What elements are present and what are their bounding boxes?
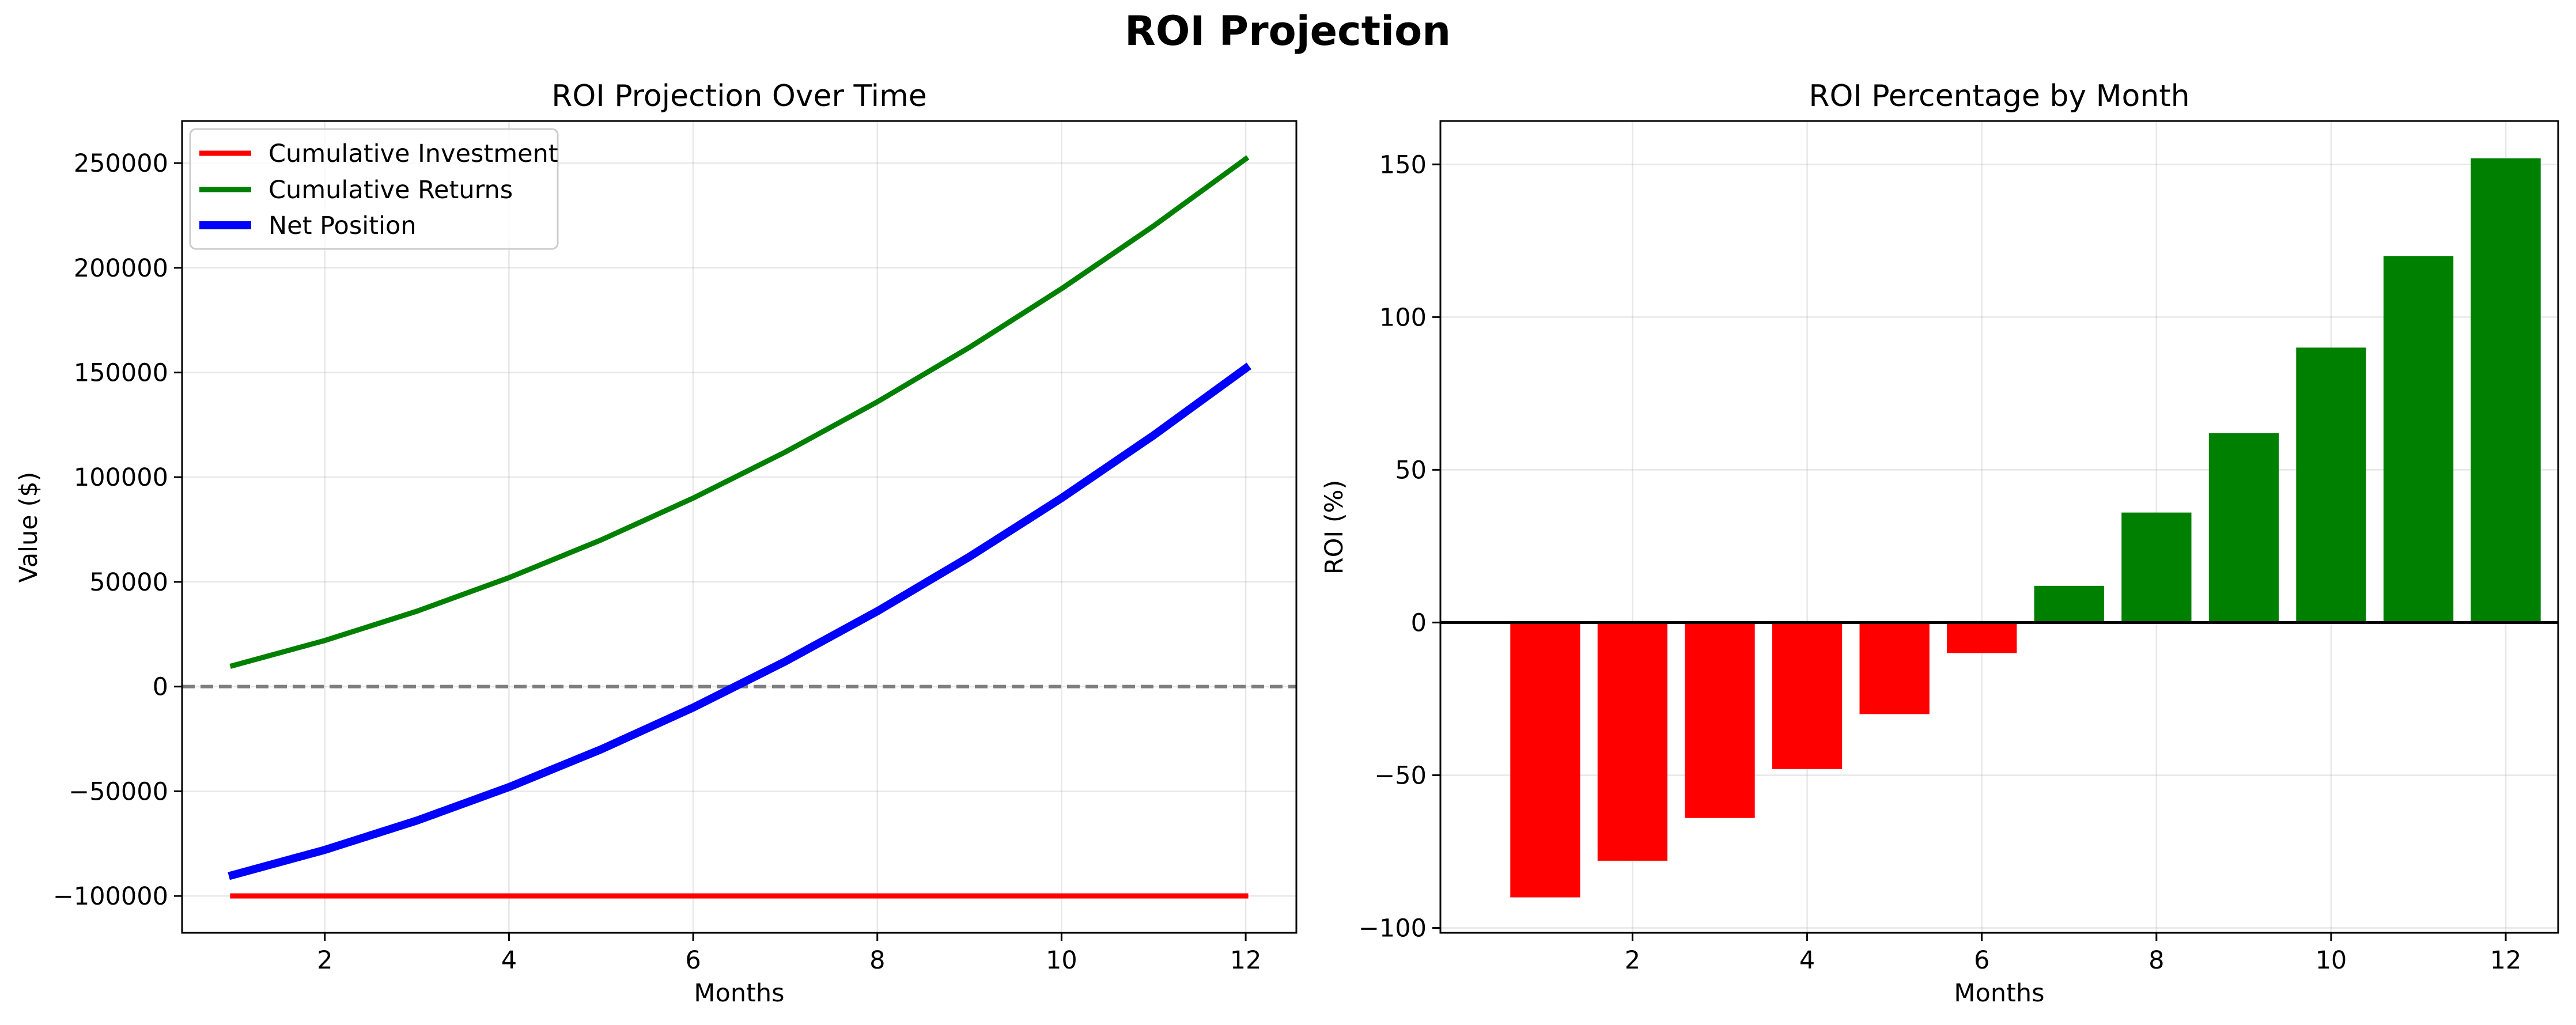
- roi-bar-month-11: [2383, 256, 2454, 623]
- roi-bar-month-8: [2121, 512, 2192, 623]
- bar-chart-ytick-label: −50: [1374, 761, 1427, 790]
- bar-chart-xtick-label: 2: [1625, 946, 1640, 975]
- line-chart-ytick-label: 200000: [74, 254, 168, 283]
- line-chart-ticks: 2 4 6 8 10 12 −100000 −50000 0 50000 100000 150000 2…: [53, 149, 1262, 975]
- line-chart-xtick-label: 10: [1046, 946, 1077, 975]
- roi-bar-month-9: [2208, 433, 2279, 623]
- net-position-line: [228, 362, 1251, 880]
- roi-bar-month-12: [2471, 158, 2541, 623]
- bar-chart-xtick-label: 10: [2316, 946, 2347, 975]
- line-chart-ytick-label: 50000: [89, 568, 168, 597]
- bar-chart-xlabel: Months: [1954, 979, 2044, 1008]
- bar-chart-ytick-label: 50: [1395, 456, 1427, 485]
- bar-chart-ticks: 2 4 6 8 10 12 −100 −50 0 50 100 150: [1359, 150, 2522, 975]
- legend-label-returns: Cumulative Returns: [268, 176, 513, 205]
- bar-chart-ytick-label: 0: [1411, 608, 1427, 637]
- roi-bar-month-4: [1772, 622, 1843, 769]
- roi-bar-month-2: [1597, 622, 1668, 861]
- line-chart-ytick-label: 150000: [74, 358, 168, 387]
- line-chart-ytick-label: −100000: [53, 882, 168, 911]
- bar-chart-ytick-label: −100: [1359, 914, 1427, 943]
- line-chart-ytick-label: −50000: [69, 777, 168, 806]
- legend: Cumulative Investment Cumulative Returns…: [189, 128, 559, 250]
- bar-chart-xtick-label: 4: [1799, 946, 1815, 975]
- line-chart-ylabel: Value ($): [14, 472, 43, 583]
- line-series-group: [228, 155, 1251, 899]
- figure-title: ROI Projection: [1125, 7, 1451, 55]
- line-chart-frame: [181, 120, 1298, 934]
- line-chart-xlabel: Months: [694, 979, 784, 1008]
- legend-label-net: Net Position: [268, 211, 417, 240]
- bar-chart-ylabel: ROI (%): [1320, 480, 1349, 574]
- line-chart-xtick-label: 12: [1230, 946, 1262, 975]
- legend-label-investment: Cumulative Investment: [268, 139, 558, 168]
- bar-chart-xtick-label: 12: [2490, 946, 2522, 975]
- roi-bar-month-5: [1859, 622, 1930, 714]
- line-chart-panel: ROI Projection Over Time Months Value ($…: [14, 79, 1298, 1008]
- line-chart-grid: [182, 121, 1296, 933]
- line-chart-ytick-label: 100000: [74, 463, 168, 492]
- line-chart-xtick-label: 8: [869, 946, 885, 975]
- line-chart-title: ROI Projection Over Time: [551, 79, 926, 114]
- line-chart-xtick-label: 4: [501, 946, 517, 975]
- line-chart-xtick-label: 6: [685, 946, 701, 975]
- line-chart-ytick-label: 0: [153, 673, 168, 702]
- bar-chart-panel: ROI Percentage by Month Months ROI (%) 2…: [1320, 79, 2559, 1008]
- bar-chart-ytick-label: 150: [1379, 150, 1427, 179]
- roi-bar-month-7: [2034, 585, 2104, 623]
- line-chart-ytick-label: 250000: [74, 149, 168, 178]
- roi-bar-month-3: [1685, 622, 1755, 818]
- bar-chart-ytick-label: 100: [1379, 303, 1427, 332]
- bar-chart-xtick-label: 8: [2148, 946, 2164, 975]
- bar-chart-title: ROI Percentage by Month: [1809, 79, 2189, 114]
- returns-line: [229, 155, 1250, 669]
- bar-chart-xtick-label: 6: [1974, 946, 1989, 975]
- roi-bar-month-1: [1510, 622, 1580, 898]
- line-chart-xtick-label: 2: [317, 946, 332, 975]
- bar-group: [1510, 158, 2541, 898]
- bar-chart-frame: [1439, 120, 2559, 934]
- roi-bar-month-10: [2296, 347, 2366, 623]
- legend-box: [189, 128, 559, 250]
- roi-bar-month-6: [1947, 622, 2017, 653]
